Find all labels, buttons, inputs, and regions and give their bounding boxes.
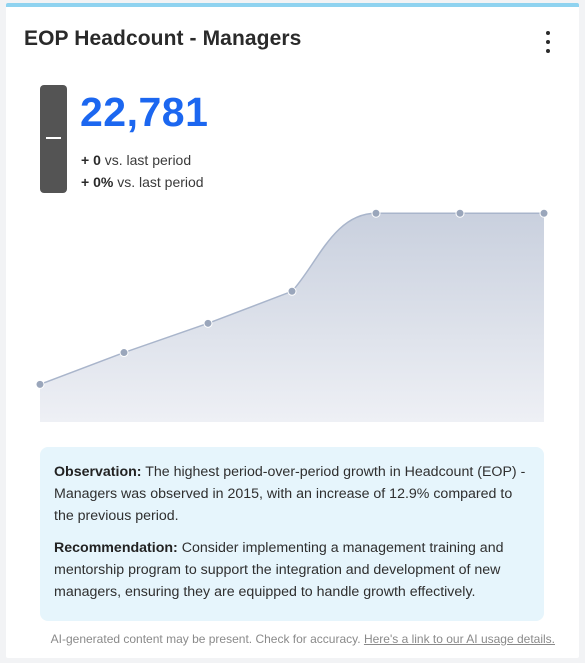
delta-absolute-text: vs. last period [100, 152, 192, 168]
area-fill [40, 213, 544, 422]
data-point[interactable] [539, 208, 549, 218]
disclaimer-text: AI-generated content may be present. Che… [50, 632, 364, 646]
delta-absolute: + 0 vs. last period [81, 152, 191, 168]
headcount-card: EOP Headcount - Managers 22,781 + 0 vs. … [6, 3, 579, 658]
data-point[interactable] [119, 348, 129, 358]
ai-usage-link[interactable]: Here's a link to our AI usage details. [363, 632, 555, 646]
data-point[interactable] [287, 286, 297, 296]
data-point[interactable] [203, 318, 213, 328]
observation-text: The highest period-over-period growth in… [54, 464, 526, 524]
ai-disclaimer: AI-generated content may be present. Che… [6, 632, 579, 646]
delta-percent-text: vs. last period [113, 174, 204, 190]
kebab-dot [546, 49, 550, 53]
data-point[interactable] [371, 208, 381, 218]
card-title: EOP Headcount - Managers [24, 27, 302, 50]
collapse-toggle-button[interactable] [40, 85, 67, 193]
delta-absolute-value: + 0 [81, 152, 101, 168]
data-point[interactable] [455, 208, 465, 218]
observation-paragraph: Observation: The highest period-over-per… [54, 461, 530, 527]
recommendation-text: Consider implementing a management train… [54, 540, 504, 600]
delta-percent: + 0% vs. last period [81, 174, 204, 190]
kebab-dot [546, 31, 550, 35]
kpi-value: 22,781 [80, 89, 209, 135]
kebab-dot [546, 40, 550, 44]
recommendation-label: Recommendation: [54, 540, 178, 556]
more-vertical-icon[interactable] [541, 31, 555, 53]
minus-icon [46, 137, 61, 139]
delta-percent-value: + 0% [81, 174, 114, 190]
observation-box: Observation: The highest period-over-per… [40, 447, 544, 621]
recommendation-paragraph: Recommendation: Consider implementing a … [54, 537, 530, 603]
trend-area-chart [35, 208, 549, 422]
data-point[interactable] [35, 379, 45, 389]
observation-label: Observation: [54, 464, 142, 480]
